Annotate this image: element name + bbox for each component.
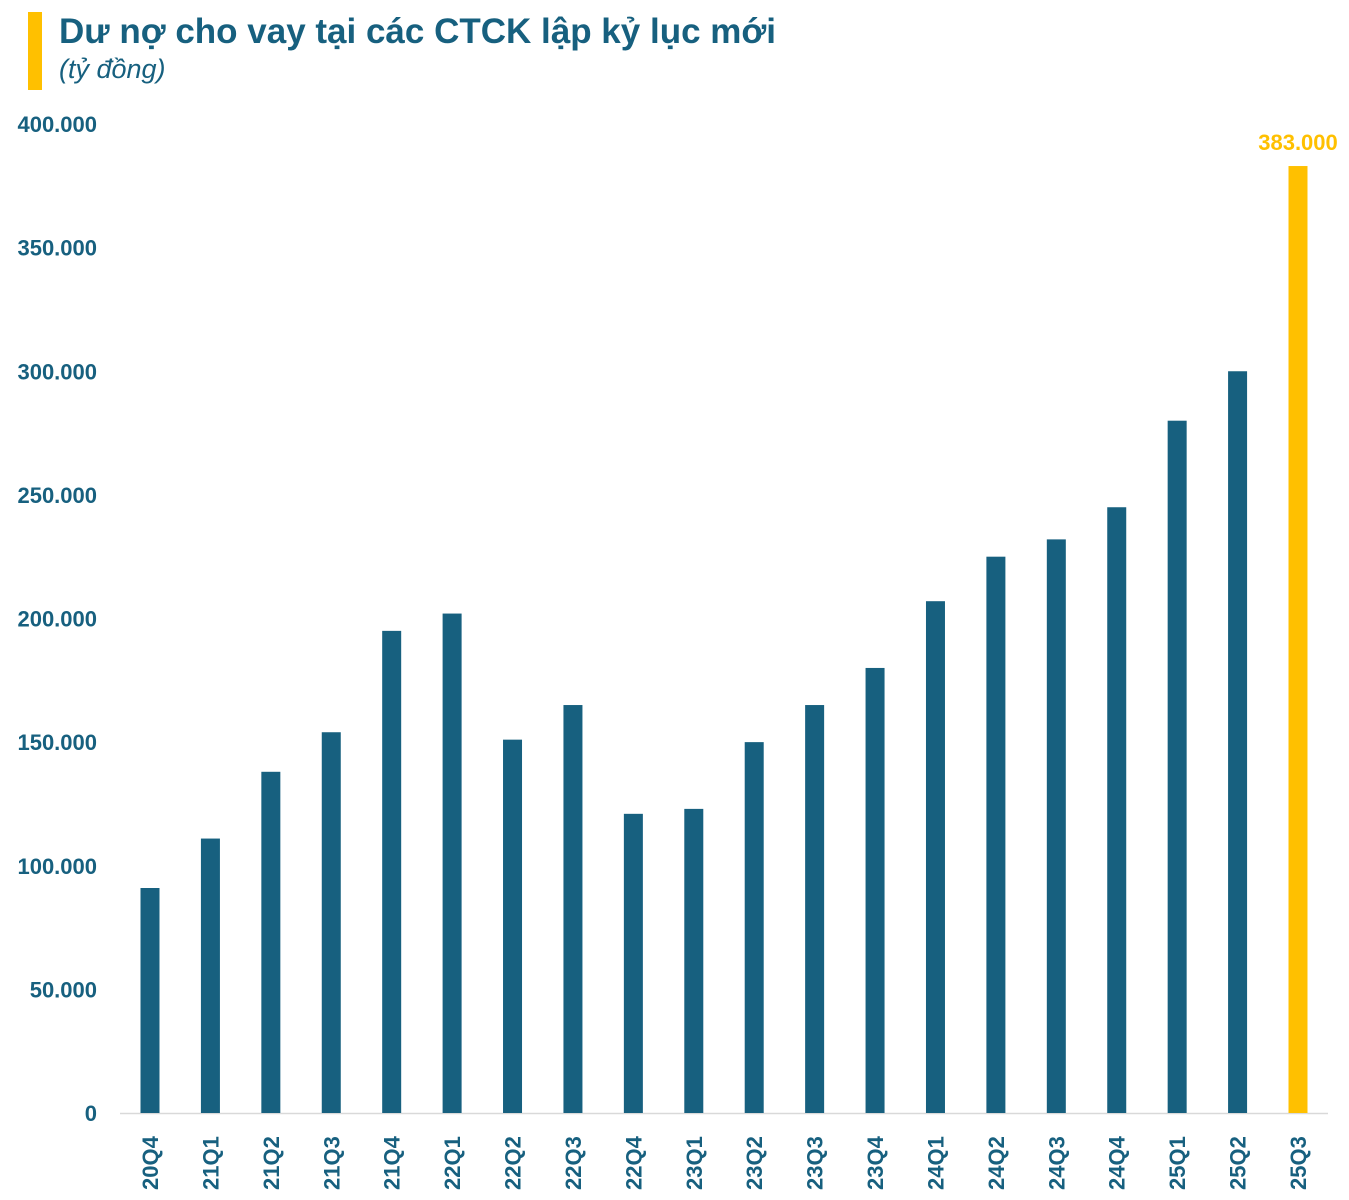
x-tick-label: 24Q3 — [1044, 1136, 1069, 1190]
x-tick-label: 24Q2 — [984, 1136, 1009, 1190]
data-label: 383.000 — [1258, 130, 1338, 155]
chart-title: Dư nợ cho vay tại các CTCK lập kỷ lục mớ… — [59, 12, 776, 51]
x-tick-label: 21Q1 — [198, 1136, 223, 1190]
title-accent-bar — [28, 12, 42, 90]
x-tick-label: 25Q1 — [1165, 1136, 1190, 1190]
bar-20Q4 — [140, 888, 160, 1113]
bar-23Q1 — [684, 808, 704, 1113]
bar-25Q1 — [1167, 420, 1187, 1113]
bar-25Q3 — [1288, 166, 1308, 1114]
x-tick-label: 21Q3 — [319, 1136, 344, 1190]
x-tick-label: 23Q3 — [803, 1136, 828, 1190]
y-tick-label: 250.000 — [17, 483, 97, 508]
bar-22Q2 — [503, 739, 523, 1113]
x-tick-label: 21Q4 — [380, 1135, 405, 1190]
bar-24Q4 — [1107, 507, 1127, 1113]
y-tick-label: 400.000 — [17, 112, 97, 137]
bar-21Q4 — [382, 630, 402, 1113]
y-tick-label: 300.000 — [17, 359, 97, 384]
x-tick-label: 23Q1 — [682, 1136, 707, 1190]
x-tick-label: 24Q4 — [1105, 1135, 1130, 1190]
bar-21Q1 — [200, 838, 220, 1113]
chart-subtitle: (tỷ đồng) — [59, 54, 166, 84]
x-tick-label: 23Q2 — [742, 1136, 767, 1190]
x-tick-label: 22Q1 — [440, 1136, 465, 1190]
x-tick-label: 22Q4 — [621, 1135, 646, 1190]
y-tick-label: 100.000 — [17, 854, 97, 879]
bar-24Q3 — [1046, 539, 1066, 1113]
bar-22Q1 — [442, 613, 462, 1113]
bar-22Q4 — [623, 813, 643, 1113]
y-tick-label: 50.000 — [30, 977, 97, 1002]
bar-22Q3 — [563, 705, 583, 1113]
bar-21Q2 — [261, 771, 281, 1113]
bar-24Q2 — [986, 556, 1006, 1113]
y-tick-label: 350.000 — [17, 236, 97, 261]
bar-21Q3 — [321, 732, 341, 1113]
bar-25Q2 — [1228, 371, 1248, 1113]
x-tick-label: 25Q3 — [1286, 1136, 1311, 1190]
x-tick-label: 20Q4 — [138, 1135, 163, 1190]
y-tick-label: 200.000 — [17, 607, 97, 632]
y-tick-label: 0 — [85, 1101, 97, 1126]
bar-24Q1 — [925, 601, 945, 1113]
x-tick-label: 22Q2 — [501, 1136, 526, 1190]
x-tick-label: 24Q1 — [923, 1136, 948, 1190]
x-tick-label: 22Q3 — [561, 1136, 586, 1190]
bar-23Q3 — [805, 705, 825, 1113]
x-tick-label: 23Q4 — [863, 1135, 888, 1190]
y-tick-label: 150.000 — [17, 730, 97, 755]
x-tick-label: 21Q2 — [259, 1136, 284, 1190]
x-tick-label: 25Q2 — [1226, 1136, 1251, 1190]
bar-23Q4 — [865, 667, 885, 1113]
bar-23Q2 — [744, 742, 764, 1113]
